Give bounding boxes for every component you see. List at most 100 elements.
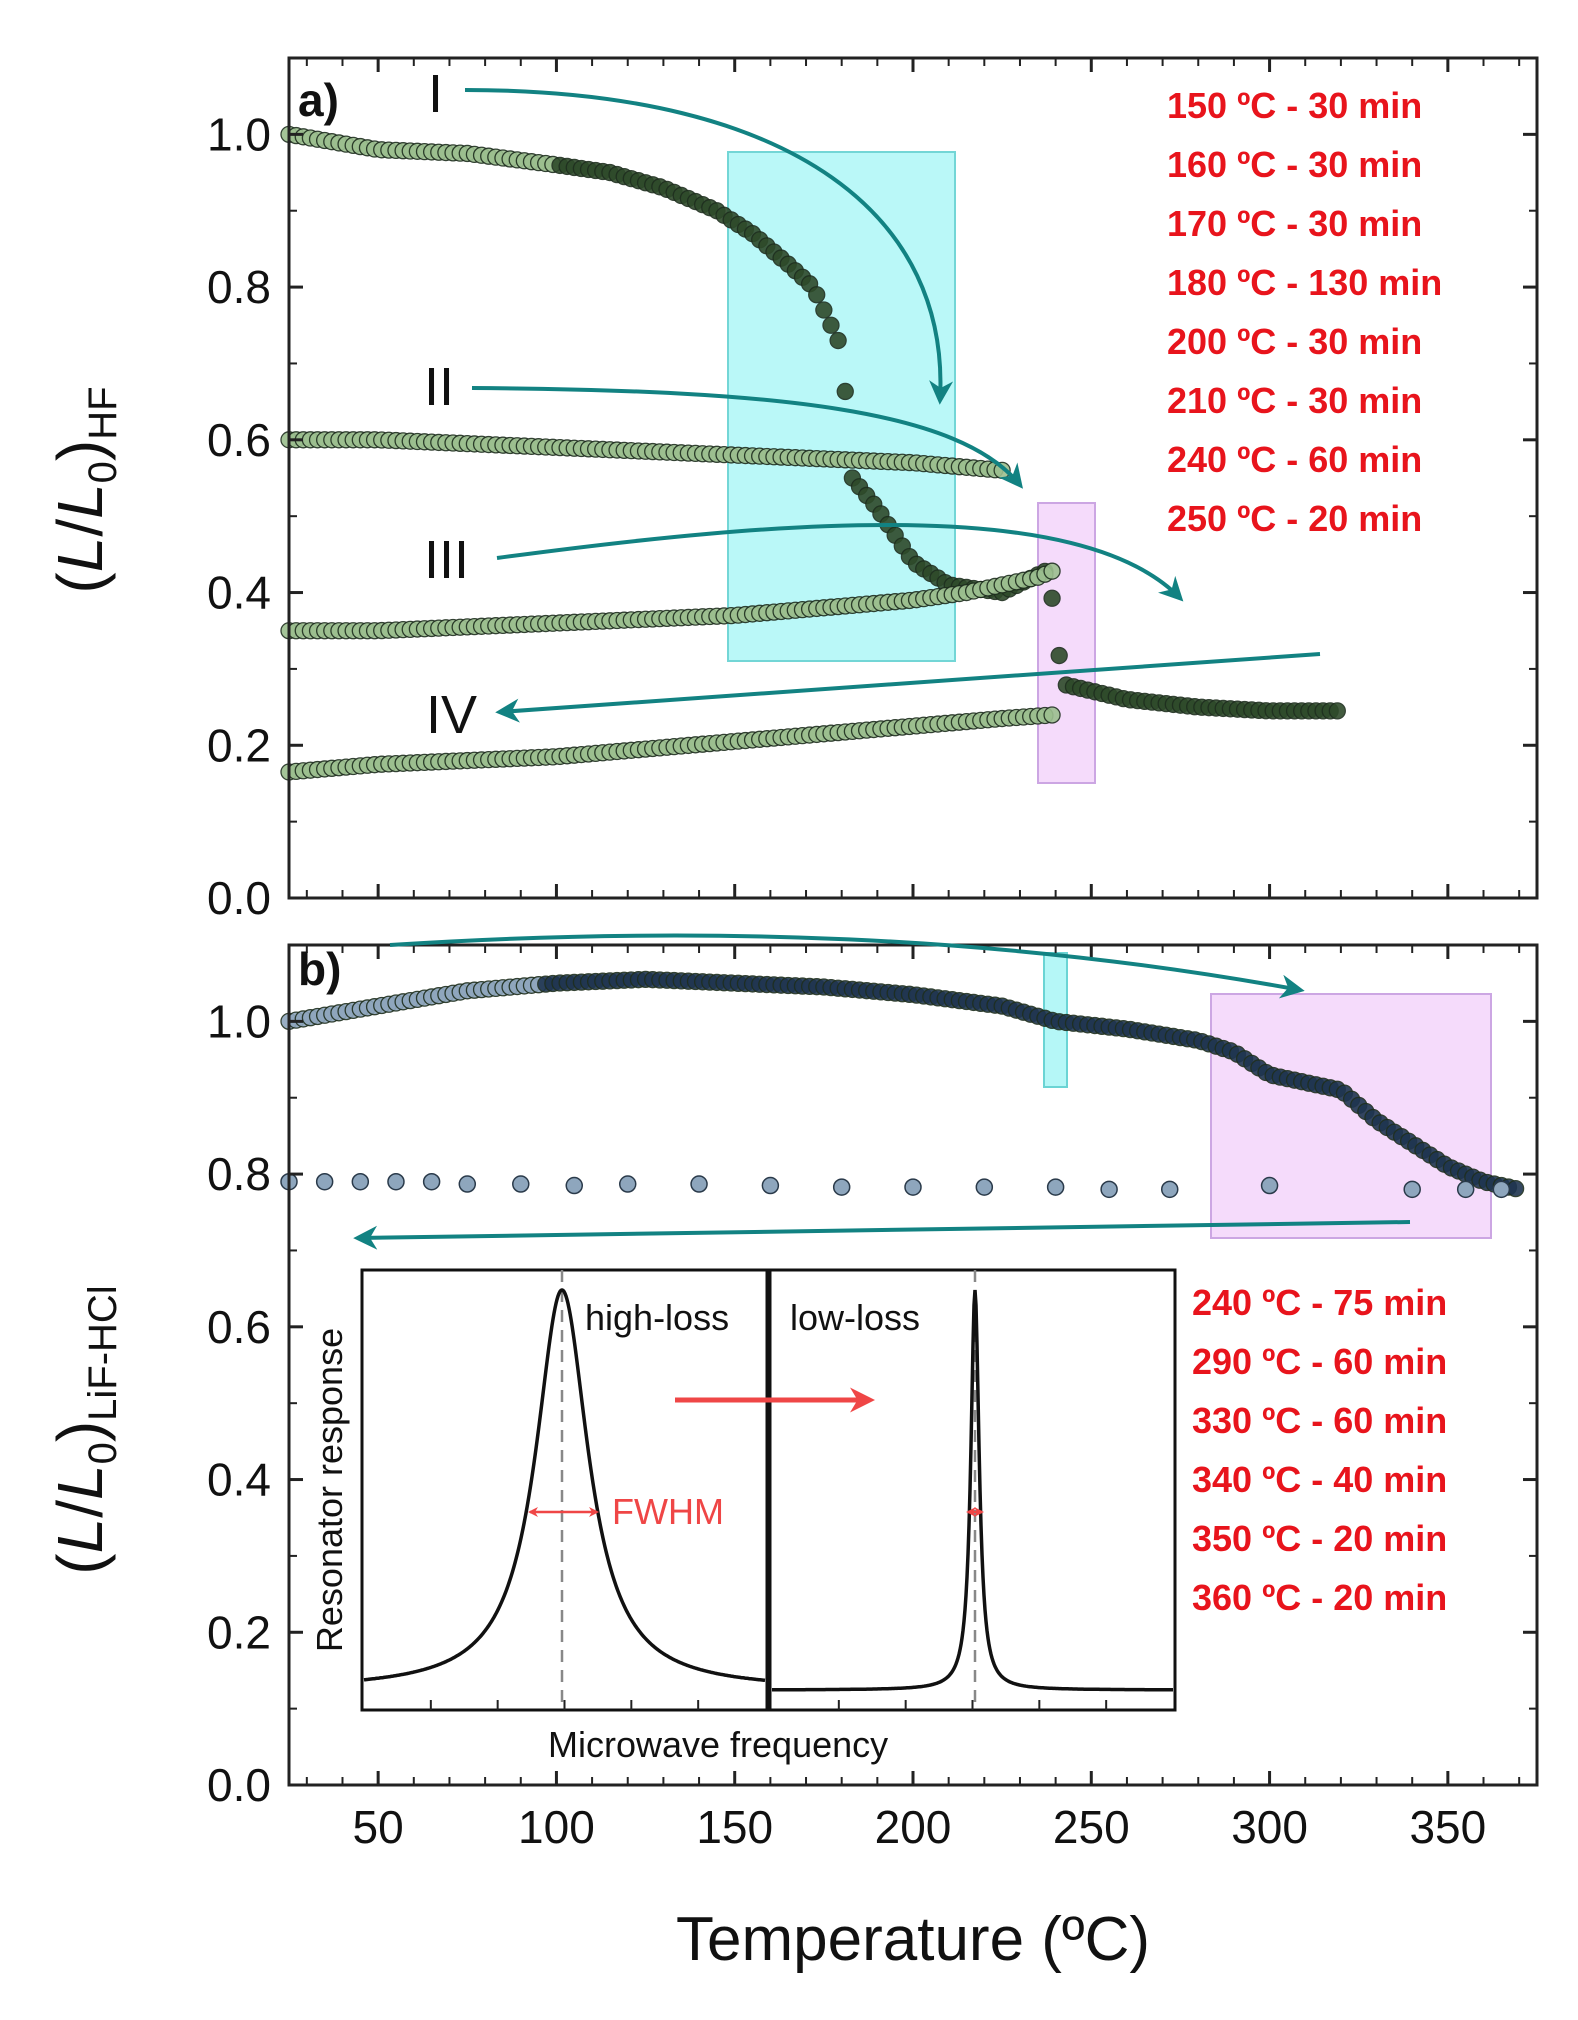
panel-b-y-axis-title: (L/L0)LiF-HCl <box>44 1285 125 1574</box>
y-tick-label: 0.4 <box>207 567 271 619</box>
annotation-a-1: 160 ºC - 30 min <box>1167 144 1422 185</box>
x-axis-title: Temperature (ºC) <box>676 1905 1150 1974</box>
x-tick-label: 200 <box>875 1801 952 1853</box>
panel-a-highlights <box>727 151 1096 784</box>
x-tick-label: 100 <box>518 1801 595 1853</box>
x-tick-label: 150 <box>696 1801 773 1853</box>
data-point <box>1456 1180 1475 1199</box>
inset-fwhm-label: FWHM <box>612 1491 724 1532</box>
roman-label-I: I <box>428 64 443 124</box>
roman-label-IV: IV <box>426 685 477 745</box>
data-point <box>618 1175 637 1193</box>
data-point <box>832 1178 851 1196</box>
arrow-III <box>496 522 1184 602</box>
x-tick-label: 50 <box>353 1801 404 1853</box>
x-tick-label: 300 <box>1231 1801 1308 1853</box>
inset-ticks <box>429 1700 1108 1710</box>
annotation-a-2: 170 ºC - 30 min <box>1167 203 1422 244</box>
panel-b-series <box>280 970 1525 1199</box>
panel-b-y-ticks: 0.0 0.2 0.4 0.6 0.8 1.0 <box>207 995 1537 1811</box>
panel-b-arrows <box>353 933 1411 1250</box>
data-point <box>1260 1176 1279 1195</box>
data-point <box>690 1175 708 1193</box>
y-tick-label: 0.8 <box>207 261 271 313</box>
panel-b-highlights <box>1043 952 1492 1239</box>
data-point <box>761 1176 780 1195</box>
inset-high-loss-curve <box>363 1288 766 1683</box>
panel-a-highlight-cyan <box>727 151 956 662</box>
panel-b-annotations: 240 ºC - 75 min 290 ºC - 60 min 330 ºC -… <box>1192 1282 1447 1618</box>
data-point <box>808 286 826 304</box>
arrow-b-bottom <box>353 1220 1411 1250</box>
annotation-b-0: 240 ºC - 75 min <box>1192 1282 1447 1323</box>
x-tick-label: 350 <box>1409 1801 1486 1853</box>
y-tick-label: 0.2 <box>207 719 271 771</box>
panel-b-label: b) <box>298 943 341 995</box>
data-point <box>351 1172 370 1191</box>
data-point <box>422 1172 441 1191</box>
data-point <box>1403 1180 1421 1199</box>
y-tick-label: 0.6 <box>207 414 271 466</box>
data-point <box>1492 1180 1511 1199</box>
panel-a-y-ticks: 0.0 0.2 0.4 0.6 0.8 1.0 <box>207 108 1537 924</box>
data-point <box>829 331 847 350</box>
annotation-b-5: 360 ºC - 20 min <box>1192 1577 1447 1618</box>
y-tick-label: 0.0 <box>207 1759 271 1811</box>
annotation-a-4: 200 ºC - 30 min <box>1167 321 1422 362</box>
data-point <box>1100 1180 1118 1199</box>
y-tick-label: 0.0 <box>207 872 271 924</box>
data-point <box>1328 702 1346 720</box>
data-point <box>904 1178 922 1196</box>
annotation-a-7: 250 ºC - 20 min <box>1167 498 1422 539</box>
panel-a-series <box>280 125 1346 781</box>
panel-a-annotations: 150 ºC - 30 min 160 ºC - 30 min 170 ºC -… <box>1167 85 1442 539</box>
arrow-b-top <box>389 933 1305 999</box>
inset-left-frame <box>360 1268 769 1712</box>
annotation-b-2: 330 ºC - 60 min <box>1192 1400 1447 1441</box>
panel-a: 0.0 0.2 0.4 0.6 0.8 1.0 a) I II III IV 150 ºC… <box>44 56 1539 924</box>
roman-label-II: II <box>424 357 454 417</box>
inset: high-loss low-loss FWHM Microwave freque… <box>309 1268 1177 1765</box>
data-point <box>512 1175 530 1193</box>
data-point <box>1043 706 1061 724</box>
panel-a-y-axis-title: (L/L0)HF <box>44 386 125 593</box>
y-tick-label: 0.8 <box>207 1148 271 1200</box>
panel-a-label: a) <box>298 74 339 126</box>
data-point <box>1043 562 1061 580</box>
annotation-a-5: 210 ºC - 30 min <box>1167 380 1422 421</box>
arrow-IV <box>495 652 1321 723</box>
y-tick-label: 1.0 <box>207 108 271 160</box>
data-point <box>975 1178 994 1196</box>
y-tick-label: 0.6 <box>207 1301 271 1353</box>
inset-low-loss-label: low-loss <box>790 1297 920 1338</box>
roman-label-III: III <box>424 530 469 590</box>
data-point <box>1046 1178 1065 1196</box>
data-point <box>458 1175 477 1193</box>
panel-b-highlight-violet <box>1210 993 1492 1239</box>
data-point <box>1160 1180 1179 1199</box>
data-point <box>836 382 854 401</box>
y-tick-label: 0.2 <box>207 1606 271 1658</box>
data-point <box>1050 646 1068 665</box>
data-point <box>1043 589 1061 607</box>
inset-x-axis-title: Microwave frequency <box>548 1724 888 1765</box>
panel-b: 0.0 0.2 0.4 0.6 0.8 1.0 50 100 150 200 250 300 350 … <box>44 933 1539 1974</box>
data-point <box>387 1172 405 1191</box>
annotation-b-3: 340 ºC - 40 min <box>1192 1459 1447 1500</box>
annotation-a-6: 240 ºC - 60 min <box>1167 439 1422 480</box>
inset-high-loss-label: high-loss <box>585 1297 729 1338</box>
x-tick-label: 250 <box>1053 1801 1130 1853</box>
panel-a-highlight-violet <box>1037 502 1096 784</box>
annotation-b-1: 290 ºC - 60 min <box>1192 1341 1447 1382</box>
data-point <box>315 1172 334 1191</box>
data-point <box>565 1176 584 1195</box>
panel-a-arrows <box>464 88 1321 723</box>
annotation-b-4: 350 ºC - 20 min <box>1192 1518 1447 1559</box>
annotation-a-3: 180 ºC - 130 min <box>1167 262 1442 303</box>
data-point <box>815 301 833 319</box>
annotation-a-0: 150 ºC - 30 min <box>1167 85 1422 126</box>
inset-low-loss-curve <box>772 1289 1173 1692</box>
data-point <box>822 316 840 334</box>
inset-y-axis-title: Resonator response <box>309 1328 350 1652</box>
